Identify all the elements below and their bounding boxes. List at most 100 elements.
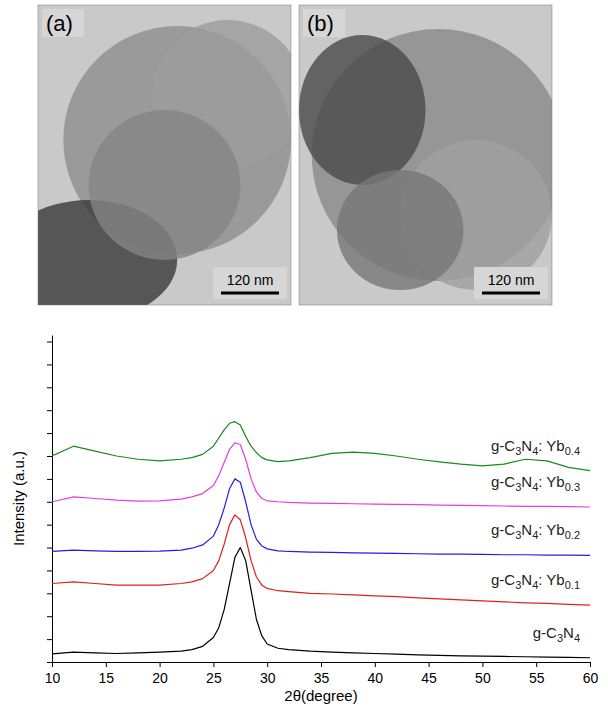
x-tick-label: 60 [583,670,599,686]
text-run: : Yb [538,521,564,538]
y-tick-mark [47,662,52,663]
text-run: : Yb [538,571,564,588]
xrd-curve [52,515,590,605]
y-axis-title: Intensity (a.u.) [10,451,27,546]
y-tick [47,387,52,388]
x-tick-label: 55 [529,670,545,686]
scale-bar [482,292,540,295]
x-axis-title: 2θ(degree) [284,687,357,704]
y-tick [47,662,52,663]
plot-lines [52,422,590,658]
x-tick: 15 [99,662,115,686]
y-tick-mark [47,502,52,503]
y-tick-mark [47,342,52,343]
x-tick-mark [160,662,161,667]
y-tick-mark [47,525,52,526]
x-tick-mark [375,662,376,667]
y-tick-mark [47,387,52,388]
subscript: 0.3 [565,481,580,493]
x-tick: 10 [45,662,61,686]
y-tick-mark [47,548,52,549]
y-tick-mark [47,456,52,457]
x-tick-label: 50 [475,670,491,686]
y-tick-mark [47,616,52,617]
y-tick [47,342,52,343]
label-patch [303,9,345,37]
x-tick-label: 45 [421,670,437,686]
y-tick-mark [47,570,52,571]
y-tick-mark [47,410,52,411]
x-tick-mark [482,662,483,667]
panel-texture [38,5,291,305]
text-run: : Yb [538,437,564,454]
text-run: N [563,624,574,641]
y-tick [47,410,52,411]
x-tick: 20 [152,662,168,686]
subscript: 0.4 [565,445,580,457]
y-tick-mark [47,639,52,640]
text-run: N [521,571,532,588]
panel-label: (b) [307,11,334,36]
x-tick-label: 40 [368,670,384,686]
x-tick-mark [536,662,537,667]
x-tick-label: 15 [99,670,115,686]
x-tick-mark [267,662,268,667]
y-tick [47,570,52,571]
y-tick [47,616,52,617]
y-axis-line [52,336,53,663]
text-run: g-C [491,571,515,588]
x-tick-mark [106,662,107,667]
panel-label: (a) [46,11,73,36]
xrd-curve [52,422,590,471]
subscript: 4 [574,632,580,644]
image-panel: (b) 120 nm [299,5,565,305]
series-label: g-C3N4: Yb0.1 [491,571,580,591]
panel-shade [89,110,241,260]
subscript: 0.2 [565,529,580,541]
x-tick: 50 [475,662,491,686]
figure: (a)120 nm(b)120 nm1015202530354045505560… [0,0,608,709]
y-tick [47,502,52,503]
xrd-curve [52,479,590,556]
x-tick: 25 [206,662,222,686]
label-patch [42,9,84,37]
series-label: g-C3N4: Yb0.4 [491,437,580,457]
subscript: 0.1 [565,579,580,591]
text-run: N [521,521,532,538]
panel-border [299,5,552,305]
x-tick-mark [590,662,591,667]
panel-shade [299,35,426,185]
y-tick-mark [47,479,52,480]
panel-texture [299,5,552,305]
x-tick-mark [429,662,430,667]
image-panel: (a) 120 nm [0,5,304,320]
panel-border [38,5,291,305]
x-axis: 1015202530354045505560 [45,662,599,686]
y-tick [47,639,52,640]
x-tick: 40 [368,662,384,686]
x-tick: 60 [583,662,599,686]
label-patch [474,267,548,299]
y-tick [47,548,52,549]
y-tick-mark [47,433,52,434]
x-tick: 55 [529,662,545,686]
text-run: g-C [533,624,557,641]
y-tick-mark [47,364,52,365]
x-tick: 45 [421,662,437,686]
y-tick [47,456,52,457]
text-run: : Yb [538,473,564,490]
x-tick-label: 10 [45,670,61,686]
series-label: g-C3N4: Yb0.2 [491,521,580,541]
y-tick [47,479,52,480]
y-tick [47,364,52,365]
x-tick-label: 25 [206,670,222,686]
x-tick-label: 20 [152,670,168,686]
x-tick-mark [213,662,214,667]
y-tick [47,525,52,526]
scale-bar-label: 120 nm [227,272,274,288]
scale-bar-label: 120 nm [488,272,535,288]
y-tick-mark [47,593,52,594]
text-run: g-C [491,521,515,538]
series-labels: g-C3N4g-C3N4: Yb0.1g-C3N4: Yb0.2g-C3N4: … [491,437,580,644]
x-tick-mark [321,662,322,667]
